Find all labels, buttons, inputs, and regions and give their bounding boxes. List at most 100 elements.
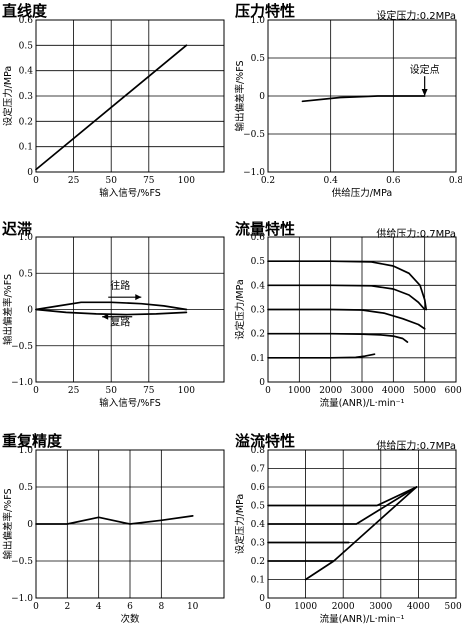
- y-tick-label: 0.1: [19, 143, 33, 153]
- chart-title: 压力特性: [235, 2, 295, 20]
- y-tick-label: −0.5: [243, 130, 265, 140]
- series-line-2: [35, 308, 188, 316]
- x-tick-label: 4: [96, 602, 102, 612]
- y-tick-label: 0: [27, 520, 33, 530]
- y-tick-label: 1.0: [19, 233, 34, 243]
- y-tick-label: 0.4: [19, 67, 34, 77]
- series-line-1: [35, 301, 188, 311]
- y-tick-label: 0.7: [251, 465, 266, 475]
- arrow-head-icon: [102, 313, 109, 320]
- x-tick-label: 50: [105, 176, 117, 186]
- x-tick-label: 50: [105, 386, 117, 396]
- y-tick-label: 0.6: [19, 16, 34, 26]
- chart-flow: 流量特性 供给压力:0.7MPa 0 1000 2000 3000 4000 5000 600 0…: [234, 220, 462, 409]
- x-tick-label: 3000: [351, 386, 374, 396]
- x-axis-label: 输入信号/%FS: [99, 397, 161, 409]
- x-axis-label: 流量(ANR)/L·min⁻¹: [320, 397, 405, 409]
- x-tick-label: 25: [68, 176, 80, 186]
- y-tick-label: 0.1: [251, 354, 265, 364]
- annotation-label: 往路: [110, 279, 130, 292]
- y-tick-label: 0.6: [251, 483, 266, 493]
- y-tick-label: 0: [27, 168, 33, 178]
- y-tick-label: 0.3: [19, 92, 34, 102]
- x-tick-label: 8: [158, 602, 164, 612]
- y-tick-label: 0.3: [251, 539, 266, 549]
- chart-title: 流量特性: [235, 220, 295, 238]
- x-tick-label: 0: [33, 386, 39, 396]
- y-tick-label: 0: [27, 306, 33, 316]
- x-tick-label: 0: [265, 386, 271, 396]
- series-line-5: [267, 353, 376, 359]
- y-tick-label: 0.5: [251, 54, 266, 64]
- x-tick-label: 75: [143, 176, 155, 186]
- series-line-1: [267, 260, 428, 311]
- y-tick-label: 0.5: [19, 269, 34, 279]
- x-tick-label: 0: [33, 176, 39, 186]
- annotation-label: 设定点: [410, 63, 440, 76]
- x-axis-label: 次数: [120, 613, 140, 625]
- chart-condition: 供给压力:0.7MPa: [376, 227, 456, 240]
- y-tick-label: 0.2: [19, 117, 33, 127]
- x-tick-label: 75: [143, 386, 155, 396]
- y-tick-label: 0.4: [251, 520, 266, 530]
- y-tick-label: 0.5: [19, 483, 34, 493]
- x-tick-label: 4000: [407, 602, 430, 612]
- y-tick-label: 0.5: [251, 502, 266, 512]
- x-tick-label: 0: [33, 602, 39, 612]
- series-line-1: [304, 486, 418, 581]
- y-tick-label: 0.2: [251, 557, 265, 567]
- chart-linearity: 直线度 0 25 50 75 100 0 0.1 0.2 0.3 0.4 0.5 0.6 输入信号/%FS…: [2, 2, 225, 199]
- chart-condition: 设定压力:0.2MPa: [376, 9, 456, 22]
- x-tick-label: 25: [68, 386, 80, 396]
- series-line-4: [267, 486, 418, 525]
- x-tick-label: 100: [178, 386, 195, 396]
- y-tick-label: 0: [259, 594, 265, 604]
- chart-relief: 溢流特性 供给压力:0.7MPa 0 1000 2000 3000 4000 5000 0 0.1…: [234, 432, 462, 625]
- x-tick-label: 2000: [332, 602, 355, 612]
- chart-title: 迟滞: [2, 220, 32, 238]
- chart-condition: 供给压力:0.7MPa: [376, 439, 456, 452]
- y-tick-label: −1.0: [243, 168, 265, 178]
- y-tick-label: 0.4: [251, 281, 266, 291]
- x-tick-label: 4000: [382, 386, 405, 396]
- chart-title: 直线度: [2, 2, 48, 20]
- series-line-2: [267, 284, 426, 311]
- y-axis-label: 输出偏差率/%FS: [2, 274, 14, 345]
- chart-title: 重复精度: [2, 432, 63, 450]
- chart-hysteresis: 迟滞 0 25 50 75 100 −1.0 −0.5 0 0.5 1.0 输入信号/%FS 输出偏差率…: [2, 220, 225, 409]
- x-tick-label: 0.6: [386, 176, 401, 186]
- y-tick-label: −1.0: [11, 378, 33, 388]
- y-tick-label: −0.5: [11, 557, 33, 567]
- x-axis-label: 供给压力/MPa: [332, 187, 393, 199]
- chart-pressure: 压力特性 设定压力:0.2MPa 0.2 0.4 0.6 0.8 −1.0 −0.5 0 0.5 1…: [234, 2, 462, 199]
- y-tick-label: 1.0: [251, 16, 266, 26]
- x-tick-label: 2: [64, 602, 70, 612]
- series-line-1: [301, 95, 426, 103]
- y-tick-label: 0.8: [251, 446, 266, 456]
- plot-frame: [35, 19, 225, 173]
- x-tick-label: 100: [178, 176, 195, 186]
- y-tick-label: 0: [259, 378, 265, 388]
- x-tick-label: 1000: [294, 602, 317, 612]
- x-tick-label: 1000: [288, 386, 311, 396]
- y-tick-label: 0.6: [251, 233, 266, 243]
- annotation-label: 复路: [110, 315, 130, 328]
- y-tick-label: 0.5: [19, 41, 34, 51]
- plot-frame: [267, 19, 457, 173]
- x-tick-label: 3000: [369, 602, 392, 612]
- y-tick-label: 0.1: [251, 576, 265, 586]
- arrow-head-icon: [135, 294, 142, 301]
- x-tick-label: 6: [127, 602, 133, 612]
- series-line-1: [35, 44, 188, 171]
- arrow-head-icon: [421, 89, 428, 96]
- x-tick-label: 0: [265, 602, 271, 612]
- y-tick-label: −0.5: [11, 342, 33, 352]
- y-axis-label: 设定压力/MPa: [234, 494, 246, 555]
- x-axis-label: 输入信号/%FS: [99, 187, 161, 199]
- series-line-1: [35, 515, 194, 525]
- x-tick-label: 10: [187, 602, 199, 612]
- x-tick-label: 0.2: [261, 176, 275, 186]
- y-axis-label: 输出偏差率/%FS: [2, 488, 14, 559]
- y-axis-label: 设定压力/MPa: [2, 66, 14, 127]
- series-line-5: [267, 486, 418, 507]
